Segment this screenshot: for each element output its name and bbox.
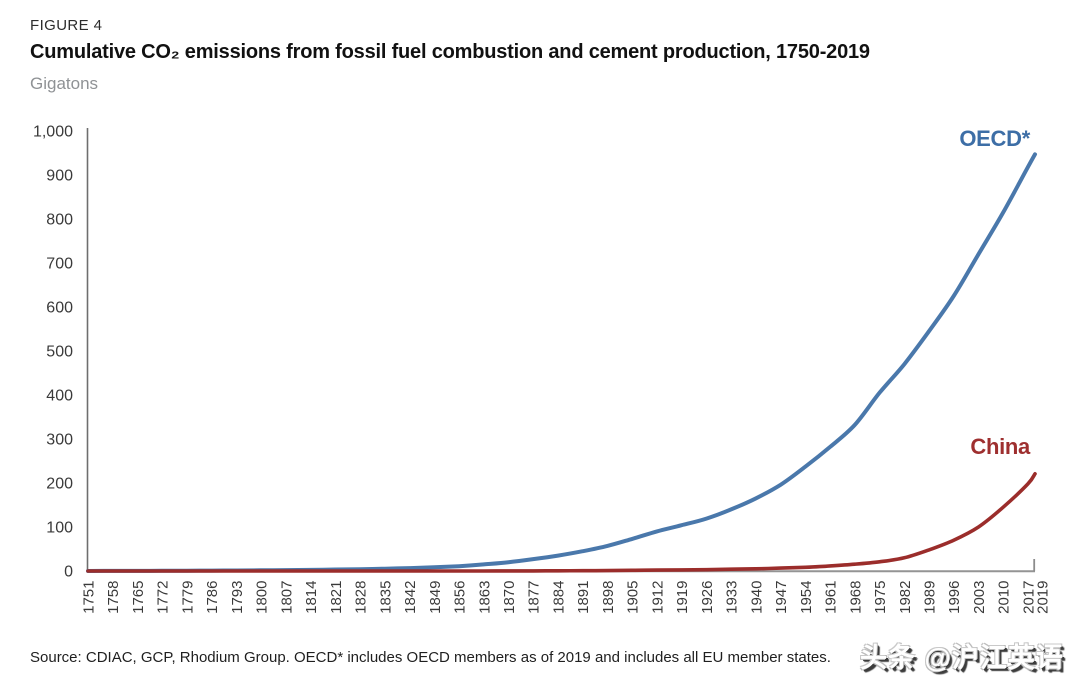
x-tick-label: 1989 xyxy=(921,581,938,614)
x-tick-label: 1779 xyxy=(179,581,196,614)
x-tick-label: 1835 xyxy=(377,581,394,614)
x-tick-label: 1898 xyxy=(600,581,617,614)
y-tick-label: 0 xyxy=(64,564,73,581)
x-tick-label: 1870 xyxy=(501,581,518,614)
x-tick-label: 1961 xyxy=(823,581,840,614)
y-axis-labels: 0 100 200 300 400 500 600 700 800 900 1,000 xyxy=(33,124,73,581)
x-tick-label: 2017 xyxy=(1020,581,1037,614)
x-tick-label: 1954 xyxy=(798,581,815,614)
x-tick-label: 1996 xyxy=(946,581,963,614)
x-tick-label: 1800 xyxy=(254,581,271,614)
x-tick-label: 1940 xyxy=(748,581,765,614)
x-tick-label: 1814 xyxy=(303,581,320,614)
x-tick-label: 1968 xyxy=(847,581,864,614)
y-tick-label: 1,000 xyxy=(33,124,73,141)
series-label-china: China xyxy=(970,434,1030,459)
china-line xyxy=(86,472,1037,573)
x-tick-label: 1765 xyxy=(130,581,147,614)
x-tick-label: 2003 xyxy=(971,581,988,614)
watermark: 头条 @沪江英语 xyxy=(860,643,1064,673)
x-tick-label: 1884 xyxy=(550,581,567,614)
y-tick-label: 100 xyxy=(46,520,73,537)
y-tick-label: 600 xyxy=(46,300,73,317)
oecd-line xyxy=(86,152,1037,573)
y-tick-label: 800 xyxy=(46,212,73,229)
y-tick-label: 200 xyxy=(46,476,73,493)
y-tick-label: 900 xyxy=(46,168,73,185)
x-tick-label: 1828 xyxy=(353,581,370,614)
x-tick-label: 2010 xyxy=(996,581,1013,614)
chart-units-label: Gigatons xyxy=(30,74,99,93)
x-tick-label: 1772 xyxy=(155,581,172,614)
figure-label: FIGURE 4 xyxy=(30,17,103,34)
chart-title: Cumulative CO₂ emissions from fossil fue… xyxy=(30,41,870,63)
x-tick-label: 1919 xyxy=(674,581,691,614)
y-tick-label: 400 xyxy=(46,388,73,405)
x-tick-label: 1982 xyxy=(897,581,914,614)
x-tick-label: 1891 xyxy=(575,581,592,614)
y-tick-label: 700 xyxy=(46,256,73,273)
x-tick-label: 1758 xyxy=(105,581,122,614)
x-tick-label: 1793 xyxy=(229,581,246,614)
source-note: Source: CDIAC, GCP, Rhodium Group. OECD*… xyxy=(30,649,831,666)
x-tick-label: 1905 xyxy=(625,581,642,614)
y-tick-label: 300 xyxy=(46,432,73,449)
x-tick-label: 1842 xyxy=(402,581,419,614)
x-tick-label: 1975 xyxy=(872,581,889,614)
x-tick-label: 1807 xyxy=(278,581,295,614)
x-tick-label: 1933 xyxy=(724,581,741,614)
x-tick-label: 1751 xyxy=(81,581,98,614)
x-tick-label: 1912 xyxy=(649,581,666,614)
x-axis-labels: 1751 1758 1765 1772 1779 1786 1793 1800 1807 1814… xyxy=(81,581,1052,614)
y-tick-label: 500 xyxy=(46,344,73,361)
x-tick-label: 1849 xyxy=(427,581,444,614)
x-tick-label: 1947 xyxy=(773,581,790,614)
x-tick-label: 2019 xyxy=(1035,581,1052,614)
x-tick-label: 1856 xyxy=(452,581,469,614)
x-tick-label: 1926 xyxy=(699,581,716,614)
x-tick-label: 1786 xyxy=(204,581,221,614)
series-label-oecd: OECD* xyxy=(959,126,1030,151)
x-tick-label: 1863 xyxy=(476,581,493,614)
x-tick-label: 1821 xyxy=(328,581,345,614)
x-tick-label: 1877 xyxy=(526,581,543,614)
